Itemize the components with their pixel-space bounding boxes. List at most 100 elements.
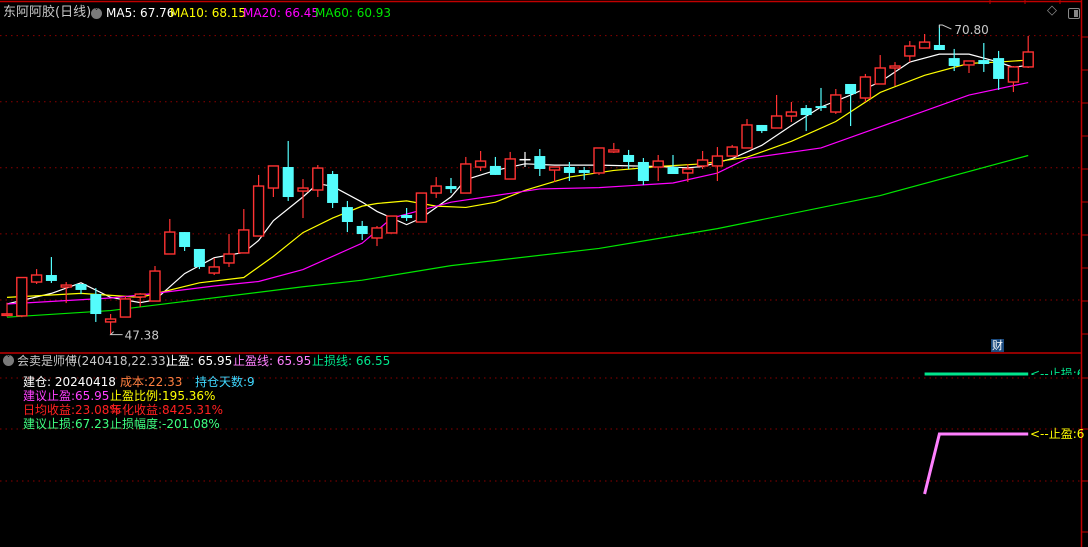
candle-body	[267, 165, 280, 189]
ma60-line	[6, 154, 1029, 318]
high-price-label: 70.80	[954, 23, 988, 37]
cost: 成本:22.33	[120, 375, 183, 389]
candle-body	[889, 65, 901, 69]
candle-body	[756, 124, 768, 132]
ma20-label: MA20: 66.45	[243, 6, 320, 20]
candle-body	[859, 76, 872, 99]
candle-body	[741, 124, 753, 149]
indicator-lines	[923, 372, 1029, 495]
candle-body	[297, 187, 309, 192]
holding-days: 持仓天数:9	[195, 375, 255, 389]
finance-badge[interactable]: 财	[991, 339, 1004, 352]
candle-body	[667, 167, 679, 175]
stop-loss-range: 止损幅度:-201.08%	[110, 417, 220, 431]
candle-body	[548, 166, 561, 171]
chevron-down-icon[interactable]: ˅	[91, 8, 102, 19]
candle-body	[608, 149, 620, 153]
high-pointer	[938, 24, 952, 30]
candle-body	[16, 276, 28, 317]
extreme-annotations: 70.80 47.38	[109, 23, 989, 343]
candle-body	[504, 158, 516, 180]
candle-body	[830, 94, 842, 113]
candle-body	[356, 225, 368, 235]
candle-body	[341, 207, 353, 223]
candle-body	[474, 160, 487, 168]
low-pointer	[109, 331, 123, 336]
candle-body	[282, 167, 294, 198]
candle-body	[104, 318, 117, 323]
candle-body	[1, 313, 13, 317]
candle-body	[563, 167, 575, 173]
candle-body	[770, 115, 783, 129]
candle-body	[904, 45, 916, 57]
candle-body	[193, 248, 205, 267]
ma60-label: MA60: 60.93	[315, 6, 392, 20]
candle-body	[252, 185, 265, 237]
candle-body	[652, 160, 664, 168]
candle-body	[90, 294, 102, 315]
candle-body	[401, 214, 413, 219]
candle-body	[30, 274, 43, 283]
candle-body	[578, 170, 590, 173]
candle-body	[800, 108, 812, 116]
candle-body	[312, 167, 324, 191]
candle-body	[460, 163, 472, 194]
candle-body	[179, 232, 191, 247]
stock-title[interactable]: 东阿阿胶(日线)	[3, 5, 92, 20]
candle-body	[785, 111, 798, 117]
candle-body	[45, 275, 57, 281]
candle-body	[134, 293, 146, 298]
candle-body	[371, 227, 383, 239]
candle-body	[60, 284, 72, 288]
candle-body	[208, 266, 220, 274]
diamond-icon[interactable]: ◇	[1047, 3, 1057, 18]
chevron-down-icon[interactable]: ˅	[3, 355, 14, 366]
indicator-name[interactable]: 会卖是师傅(240418,22.33)	[17, 354, 171, 368]
take-profit-value: 止盈: 65.95	[166, 354, 233, 368]
candle-body	[993, 58, 1005, 79]
candle-body	[445, 186, 457, 190]
candle-body	[238, 229, 250, 254]
candle-body	[918, 41, 931, 49]
take-profit-line-label: <--止盈:6	[1030, 427, 1085, 441]
candle-body	[119, 298, 132, 318]
annualized-return: 年化收益:8425.31%	[110, 403, 224, 417]
suggested-stop-loss: 建议止损:67.23	[23, 417, 110, 431]
candle-body	[1022, 51, 1034, 68]
candle-body	[978, 60, 990, 65]
candle-body	[534, 156, 546, 169]
low-price-label: 47.38	[125, 329, 159, 343]
candle-body	[489, 165, 501, 175]
ma5-label: MA5: 67.76	[106, 6, 175, 20]
candle-body	[623, 154, 635, 162]
candle-body	[933, 44, 945, 51]
candle-body	[386, 215, 398, 234]
candle-body	[845, 83, 857, 95]
stop-loss-line-value: 止损线: 66.55	[312, 354, 391, 368]
candle-body	[711, 155, 724, 167]
layout-toggle-icon[interactable]	[1068, 8, 1080, 19]
candle-body	[223, 253, 235, 264]
suggested-take-profit: 建议止盈:65.95	[23, 389, 110, 403]
candle-body	[874, 67, 886, 85]
candles	[1, 25, 1034, 335]
candle-body	[696, 159, 709, 167]
candle-body	[726, 146, 738, 157]
candle-body	[75, 284, 87, 290]
stop-loss-line-label: <--止损:6	[1030, 367, 1080, 375]
candle-body	[948, 58, 960, 67]
candle-body	[519, 158, 531, 161]
ma10-line	[6, 59, 1029, 298]
ma5-line	[6, 53, 1029, 305]
candle-body	[593, 147, 605, 174]
candle-body	[327, 174, 339, 203]
ma10-label: MA10: 68.15	[170, 6, 247, 20]
candle-body	[149, 270, 161, 302]
candle-body	[815, 106, 827, 109]
candle-body	[430, 185, 442, 194]
daily-return: 日均收益:23.08%	[23, 403, 121, 417]
take-profit-ratio: 止盈比例:195.36%	[110, 389, 216, 403]
candle-body	[682, 168, 694, 174]
